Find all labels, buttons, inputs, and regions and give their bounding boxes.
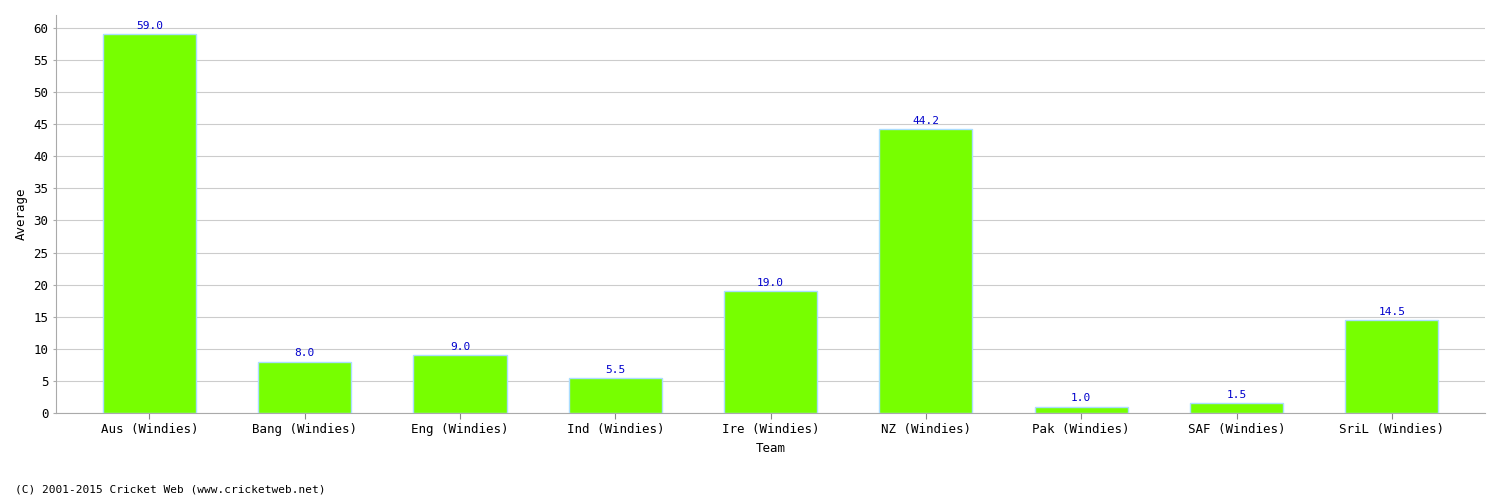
Bar [568,378,662,413]
Text: 5.5: 5.5 [604,364,625,374]
Bar [1190,404,1282,413]
Text: (C) 2001-2015 Cricket Web (www.cricketweb.net): (C) 2001-2015 Cricket Web (www.cricketwe… [15,485,326,495]
Text: 8.0: 8.0 [294,348,315,358]
Text: 14.5: 14.5 [1378,306,1406,316]
Bar [104,34,196,413]
Bar [1346,320,1438,413]
Bar [879,130,972,413]
Bar [1035,406,1128,413]
Bar [414,355,507,413]
Text: 59.0: 59.0 [136,21,164,31]
X-axis label: Team: Team [756,442,786,455]
Text: 44.2: 44.2 [912,116,939,126]
Text: 1.5: 1.5 [1227,390,1246,400]
Bar [724,291,818,413]
Text: 9.0: 9.0 [450,342,470,352]
Text: 19.0: 19.0 [758,278,784,288]
Y-axis label: Average: Average [15,188,28,240]
Bar [258,362,351,413]
Text: 1.0: 1.0 [1071,394,1092,404]
